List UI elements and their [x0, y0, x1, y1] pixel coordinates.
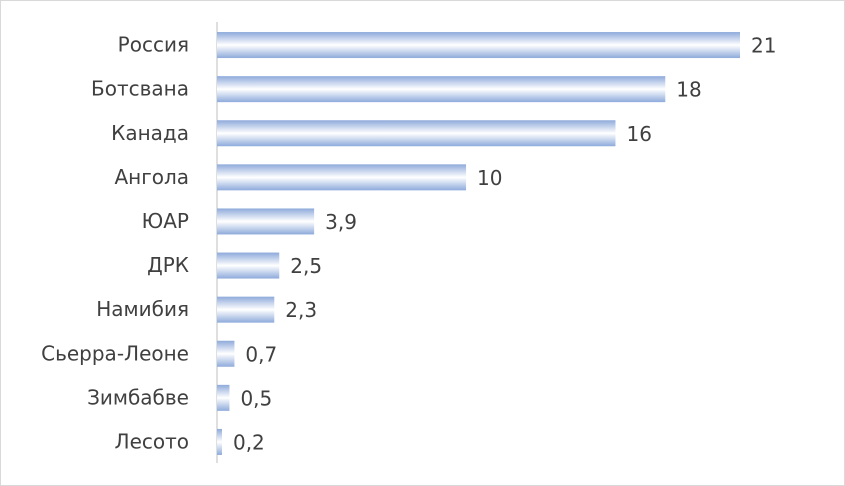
y-tick-label: Намибия: [96, 297, 189, 321]
bar: [217, 164, 467, 191]
value-label: 18: [676, 78, 701, 102]
bar: [217, 384, 230, 411]
value-label: 21: [751, 34, 776, 58]
bar: [217, 208, 315, 235]
value-label: 2,5: [290, 254, 322, 278]
value-label: 3,9: [325, 210, 357, 234]
y-tick-label: ДРК: [147, 253, 189, 277]
y-tick-label: Ботсвана: [91, 77, 189, 101]
y-tick-label: Лесото: [115, 429, 189, 453]
value-label: 16: [626, 122, 651, 146]
y-tick-label: ЮАР: [142, 209, 189, 233]
bar: [217, 340, 235, 367]
y-tick-label: Сьерра-Леоне: [41, 341, 189, 365]
value-label: 0,2: [233, 430, 265, 454]
bar: [217, 76, 666, 103]
value-label: 10: [477, 166, 502, 190]
bar: [217, 428, 222, 455]
y-tick-label: Канада: [111, 121, 189, 145]
y-tick-label: Ангола: [114, 165, 189, 189]
bar: [217, 296, 275, 323]
bar: [217, 32, 740, 59]
y-tick-label: Россия: [118, 33, 189, 57]
value-label: 0,7: [245, 342, 277, 366]
value-label: 2,3: [285, 298, 317, 322]
bar: [217, 252, 280, 279]
value-label: 0,5: [240, 386, 272, 410]
bar: [217, 120, 616, 147]
y-tick-label: Зимбабве: [87, 385, 189, 409]
